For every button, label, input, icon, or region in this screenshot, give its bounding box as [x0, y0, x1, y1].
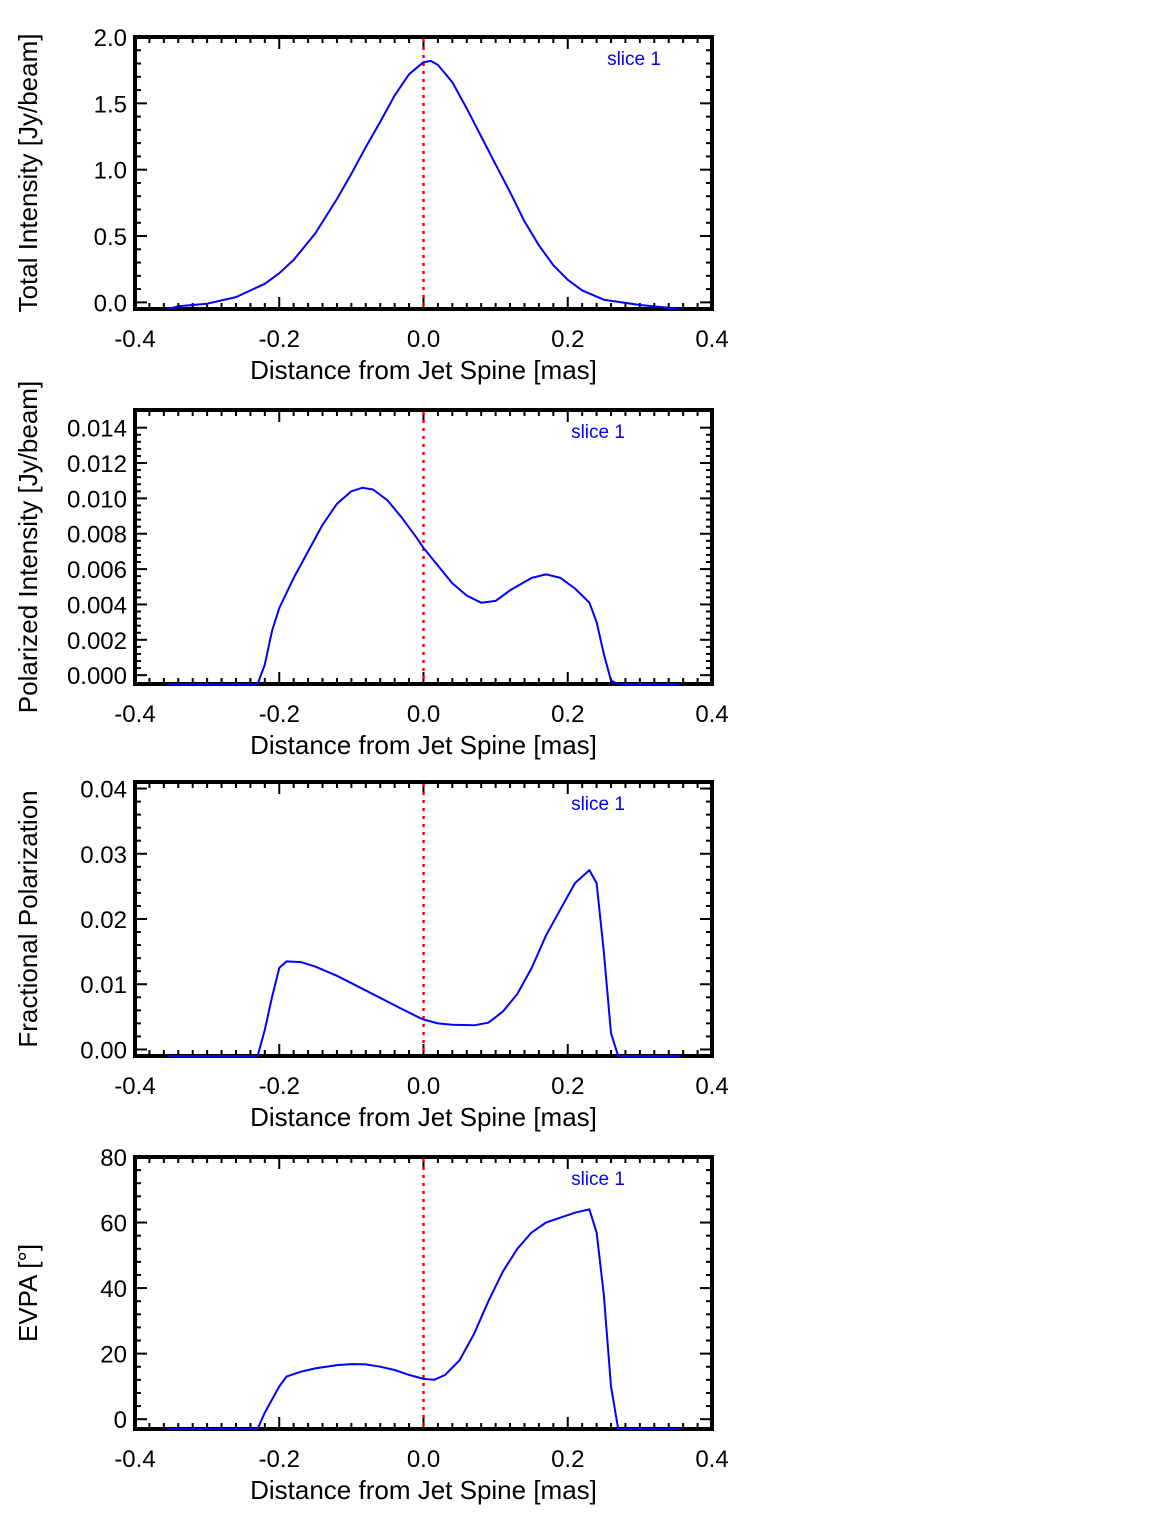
y-tick-label: 0.000 [67, 663, 127, 690]
series-line-1 [167, 1208, 680, 1430]
y-axis-title: Total Intensity [Jy/beam] [13, 34, 43, 313]
y-tick-label: 0.014 [67, 416, 127, 443]
series-line-1 [167, 59, 680, 310]
x-axis-title: Distance from Jet Spine [mas] [250, 355, 597, 385]
plot-frame [133, 35, 714, 311]
y-tick-label: 40 [100, 1276, 127, 1303]
y-tick-label: 1.0 [94, 158, 127, 185]
x-tick-label: -0.4 [114, 1073, 155, 1100]
panel-4: -0.4 -0.2 0.0 0.2 0.4 0 20 40 60 80 slice 1 Distanc… [13, 1145, 729, 1505]
x-tick-label: 0.4 [695, 701, 728, 728]
y-tick-label: 0.004 [67, 592, 127, 619]
y-axis-title: Polarized Intensity [Jy/beam] [13, 381, 43, 713]
x-tick-label: 0.4 [695, 326, 728, 353]
y-tick-label: 80 [100, 1145, 127, 1172]
y-tick-label: 60 [100, 1211, 127, 1238]
x-tick-label: 0.0 [407, 326, 440, 353]
x-tick-label: 0.0 [407, 1073, 440, 1100]
slice-annotation: slice 1 [571, 422, 625, 443]
y-tick-label: 0.010 [67, 486, 127, 513]
y-tick-label: 0 [114, 1407, 127, 1434]
y-tick-label: 0.00 [80, 1037, 127, 1064]
x-tick-label: -0.4 [114, 701, 155, 728]
y-tick-label: 0.5 [94, 224, 127, 251]
panel-3: -0.4 -0.2 0.0 0.2 0.4 0.00 0.01 0.02 0.03 0.04 sli… [13, 777, 729, 1132]
panel-1: -0.4 -0.2 0.0 0.2 0.4 0.0 0.5 1.0 1.5 2.0 slice 1 D… [13, 25, 729, 385]
slice-annotation: slice 1 [571, 1169, 625, 1190]
x-axis-title: Distance from Jet Spine [mas] [250, 1102, 597, 1132]
x-axis-title: Distance from Jet Spine [mas] [250, 730, 597, 760]
x-tick-label: 0.2 [551, 1446, 584, 1473]
x-tick-label: -0.4 [114, 326, 155, 353]
plot-frame [133, 1155, 714, 1431]
slice-annotation: slice 1 [571, 794, 625, 815]
x-tick-label: 0.4 [695, 1446, 728, 1473]
x-axis-title: Distance from Jet Spine [mas] [250, 1475, 597, 1505]
y-tick-label: 0.04 [80, 777, 127, 804]
x-tick-label: -0.4 [114, 1446, 155, 1473]
y-tick-label: 20 [100, 1342, 127, 1369]
series-line-1 [167, 486, 680, 685]
x-tick-label: 0.2 [551, 701, 584, 728]
x-tick-label: -0.2 [259, 701, 300, 728]
x-tick-label: 0.4 [695, 1073, 728, 1100]
y-tick-label: 0.01 [80, 972, 127, 999]
x-tick-label: -0.2 [259, 326, 300, 353]
y-tick-label: 0.002 [67, 628, 127, 655]
x-tick-label: -0.2 [259, 1446, 300, 1473]
panel-2: -0.4 -0.2 0.0 0.2 0.4 0.000 0.002 0.004 0.006 0.0… [13, 381, 729, 760]
slice-annotation: slice 1 [607, 49, 661, 70]
y-tick-label: 0.012 [67, 451, 127, 478]
x-tick-label: -0.2 [259, 1073, 300, 1100]
y-tick-label: 1.5 [94, 91, 127, 118]
y-tick-label: 2.0 [94, 25, 127, 52]
y-tick-label: 0.006 [67, 557, 127, 584]
y-tick-label: 0.008 [67, 522, 127, 549]
x-tick-label: 0.2 [551, 326, 584, 353]
y-axis-title: Fractional Polarization [13, 790, 43, 1047]
y-tick-label: 0.03 [80, 842, 127, 869]
plot-frame [133, 780, 714, 1058]
x-tick-label: 0.0 [407, 701, 440, 728]
y-tick-label: 0.02 [80, 907, 127, 934]
x-tick-label: 0.2 [551, 1073, 584, 1100]
series-line-1 [167, 869, 680, 1057]
y-axis-title: EVPA [°] [13, 1244, 43, 1342]
x-tick-label: 0.0 [407, 1446, 440, 1473]
y-tick-label: 0.0 [94, 290, 127, 317]
